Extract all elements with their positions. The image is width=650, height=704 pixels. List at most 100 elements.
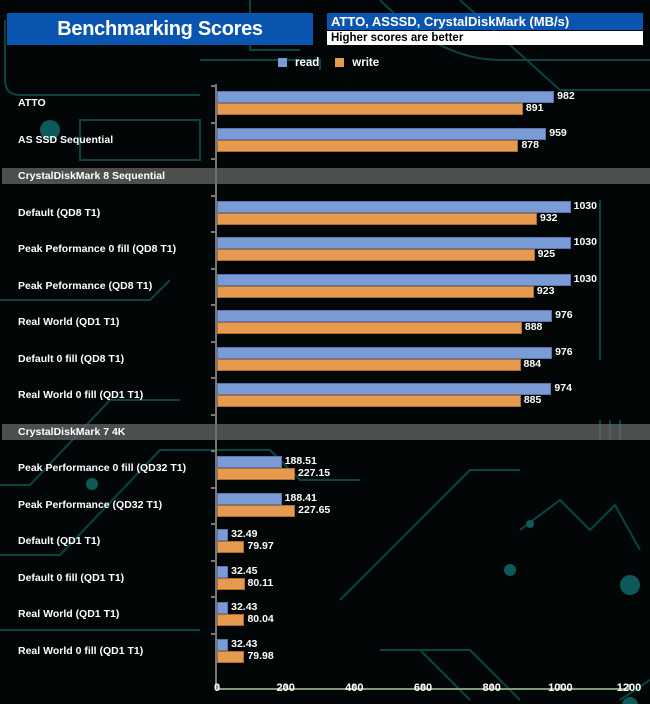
data-label-read: 1030 bbox=[573, 199, 597, 212]
data-label-write: 888 bbox=[524, 321, 543, 333]
bar-write bbox=[217, 577, 245, 590]
bar-write bbox=[217, 249, 535, 261]
legend-write: write bbox=[335, 57, 379, 69]
y-tick-mark bbox=[211, 632, 215, 635]
bar-write bbox=[217, 614, 245, 626]
bar-write bbox=[217, 650, 245, 663]
data-label-read: 32.43 bbox=[231, 601, 258, 613]
x-tick-label: 1200 bbox=[616, 682, 642, 694]
category-label: Peak Peformance 0 fill (QD8 T1) bbox=[18, 243, 177, 255]
data-label-write: 885 bbox=[523, 394, 542, 406]
category-label: Real World (QD1 T1) bbox=[18, 608, 120, 620]
y-axis-line bbox=[215, 84, 217, 688]
category-label: AS SSD Sequential bbox=[18, 133, 114, 146]
section-header: CrystalDiskMark 7 4K bbox=[2, 423, 650, 440]
bar-read bbox=[217, 529, 229, 541]
data-label-read: 959 bbox=[549, 126, 567, 139]
bar-read bbox=[217, 200, 571, 213]
data-label-read: 976 bbox=[555, 345, 573, 358]
data-label-write: 932 bbox=[539, 211, 558, 224]
data-label-write: 79.97 bbox=[247, 540, 274, 552]
data-label-write: 227.15 bbox=[297, 467, 331, 479]
x-tick-mark bbox=[216, 684, 218, 690]
data-label-write: 79.98 bbox=[247, 649, 274, 662]
x-tick-label: 1000 bbox=[548, 682, 573, 694]
y-tick-mark bbox=[211, 194, 215, 197]
bar-write bbox=[217, 358, 521, 371]
legend-swatch-write bbox=[335, 58, 345, 68]
data-label-write: 80.11 bbox=[247, 576, 274, 589]
category-label: Peak Performance (QD32 T1) bbox=[18, 498, 163, 511]
bar-read bbox=[217, 273, 571, 286]
legend-read: read bbox=[278, 57, 319, 69]
data-label-read: 32.49 bbox=[231, 528, 258, 540]
category-label: ATTO bbox=[18, 97, 46, 109]
y-tick-mark bbox=[211, 158, 215, 160]
bar-write bbox=[217, 285, 534, 298]
bar-read bbox=[217, 310, 553, 322]
category-label: Peak Peformance (QD8 T1) bbox=[18, 279, 153, 292]
y-tick-mark bbox=[211, 340, 215, 343]
data-label-read: 976 bbox=[555, 309, 573, 321]
data-label-write: 923 bbox=[536, 284, 555, 297]
category-label: Peak Performance 0 fill (QD32 T1) bbox=[18, 462, 187, 474]
x-tick-label: 400 bbox=[345, 682, 364, 694]
x-tick-mark bbox=[422, 684, 424, 690]
bar-write bbox=[217, 103, 523, 115]
category-label: Default (QD8 T1) bbox=[18, 206, 101, 219]
x-tick-label: 200 bbox=[276, 682, 295, 694]
data-label-write: 227.65 bbox=[298, 503, 331, 516]
category-label: Real World (QD1 T1) bbox=[18, 316, 120, 328]
bar-write bbox=[217, 541, 245, 553]
y-tick-mark bbox=[211, 85, 215, 87]
y-tick-mark bbox=[211, 523, 215, 525]
data-label-write: 884 bbox=[523, 357, 542, 370]
y-tick-mark bbox=[211, 267, 215, 270]
bar-write bbox=[217, 322, 522, 334]
x-tick-mark bbox=[490, 684, 493, 690]
chart-subtitle: ATTO, ASSSD, CrystalDiskMark (MB/s) bbox=[327, 13, 643, 30]
bar-read bbox=[217, 492, 282, 505]
bar-write bbox=[217, 468, 295, 480]
section-header: CrystalDiskMark 8 Sequential bbox=[2, 168, 650, 184]
bar-read bbox=[217, 638, 229, 651]
y-tick-mark bbox=[211, 559, 215, 562]
x-tick-label: 600 bbox=[413, 682, 433, 694]
data-label-read: 1030 bbox=[573, 236, 597, 248]
data-label-read: 188.41 bbox=[284, 491, 317, 504]
x-tick-mark bbox=[628, 684, 630, 690]
data-label-read: 974 bbox=[554, 382, 572, 394]
y-tick-mark bbox=[211, 596, 215, 598]
x-tick-label: 800 bbox=[482, 682, 501, 694]
y-tick-mark bbox=[211, 486, 215, 489]
bar-read bbox=[217, 602, 229, 614]
category-label: Real World 0 fill (QD1 T1) bbox=[18, 389, 144, 401]
bar-read bbox=[217, 383, 552, 395]
chart-note: Higher scores are better bbox=[327, 31, 643, 45]
x-tick-mark bbox=[353, 684, 356, 690]
bar-read bbox=[217, 565, 229, 578]
category-label: Default 0 fill (QD8 T1) bbox=[18, 352, 125, 365]
bar-write bbox=[217, 212, 537, 225]
data-label-write: 891 bbox=[525, 102, 544, 114]
data-label-read: 32.43 bbox=[231, 637, 258, 650]
category-label: Default (QD1 T1) bbox=[18, 535, 101, 547]
bar-read bbox=[217, 91, 555, 103]
legend-swatch-read bbox=[278, 58, 287, 68]
x-tick-label: 0 bbox=[213, 682, 221, 694]
data-label-write: 878 bbox=[521, 138, 539, 151]
data-label-read: 32.45 bbox=[231, 564, 258, 577]
bar-write bbox=[217, 504, 296, 517]
data-label-read: 188.51 bbox=[284, 455, 317, 467]
data-label-read: 1030 bbox=[573, 272, 597, 285]
category-label: Default 0 fill (QD1 T1) bbox=[18, 571, 125, 584]
y-tick-mark bbox=[211, 377, 215, 379]
bar-read bbox=[217, 127, 547, 140]
category-label: Real World 0 fill (QD1 T1) bbox=[18, 644, 144, 657]
bar-write bbox=[217, 139, 519, 152]
y-tick-mark bbox=[211, 304, 215, 306]
x-tick-mark bbox=[284, 684, 287, 690]
bar-read bbox=[217, 346, 553, 359]
bar-read bbox=[217, 456, 282, 468]
bar-write bbox=[217, 395, 521, 407]
